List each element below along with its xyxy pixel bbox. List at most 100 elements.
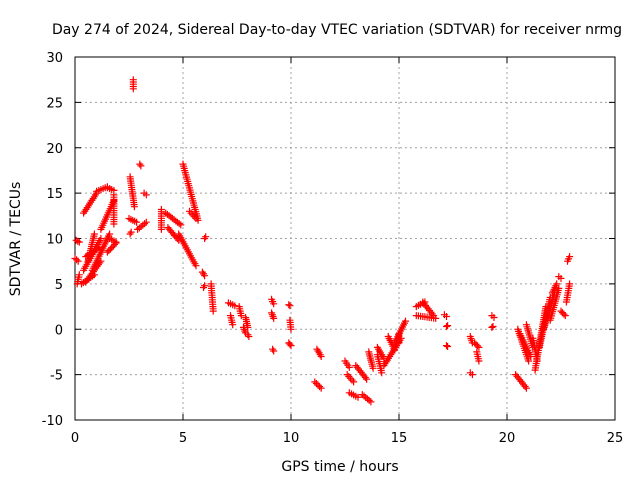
x-tick-label: 10 <box>283 431 300 446</box>
data-point <box>561 312 569 320</box>
data-point <box>557 274 565 282</box>
data-point <box>237 312 245 320</box>
data-point <box>200 270 207 278</box>
y-tick-label: -10 <box>42 414 63 429</box>
y-tick-label: 20 <box>46 142 63 157</box>
data-point <box>566 280 574 288</box>
data-point <box>74 237 82 245</box>
y-tick-label: 10 <box>46 233 63 248</box>
data-point <box>201 282 209 290</box>
data-point <box>286 340 294 348</box>
data-point <box>287 342 295 350</box>
data-point <box>201 272 209 280</box>
data-points <box>71 76 574 406</box>
data-point <box>361 374 369 381</box>
data-point <box>244 323 252 331</box>
data-point <box>90 230 98 238</box>
data-point <box>270 300 278 308</box>
y-tick-label: -5 <box>50 369 63 384</box>
data-point <box>317 384 325 392</box>
data-point <box>142 218 150 226</box>
data-point <box>270 347 278 355</box>
tick-labels: 0 5 10 15 20 25 -10 -5 0 5 10 15 20 25 30 <box>42 51 624 446</box>
data-point <box>489 323 497 330</box>
data-point <box>345 363 353 371</box>
data-point <box>402 317 409 325</box>
y-axis-label: SDTVAR / TECUs <box>8 182 24 297</box>
y-tick-label: 5 <box>55 278 63 293</box>
data-point <box>314 381 322 389</box>
data-point <box>202 233 210 241</box>
data-point <box>133 218 141 226</box>
data-point <box>200 284 207 291</box>
data-point <box>97 235 105 242</box>
data-point <box>369 364 377 372</box>
data-point <box>142 191 150 199</box>
data-point <box>130 203 138 211</box>
data-point <box>560 310 568 318</box>
data-point <box>192 215 200 222</box>
data-point <box>316 383 324 391</box>
data-point <box>74 257 82 265</box>
data-point <box>75 238 83 246</box>
data-point <box>129 85 137 93</box>
x-tick-label: 15 <box>391 431 408 446</box>
data-point <box>110 220 118 228</box>
data-point <box>367 398 375 406</box>
data-point <box>490 314 498 321</box>
y-tick-label: 25 <box>46 96 63 111</box>
data-point <box>443 323 450 330</box>
data-point <box>201 235 209 242</box>
x-tick-label: 25 <box>607 431 624 446</box>
data-point <box>72 236 80 244</box>
data-point <box>177 221 185 229</box>
data-point <box>350 378 358 386</box>
data-point <box>443 342 450 350</box>
data-point <box>378 369 386 377</box>
axis-ticks <box>74 56 616 421</box>
data-point <box>553 280 561 288</box>
data-point <box>268 311 276 319</box>
data-point <box>475 357 483 365</box>
data-point <box>444 322 452 330</box>
data-point <box>75 271 83 279</box>
data-point <box>192 262 200 270</box>
data-point <box>343 371 351 379</box>
data-point <box>270 314 278 322</box>
data-point <box>391 346 399 354</box>
y-tick-label: 0 <box>55 323 63 338</box>
x-axis-label: GPS time / hours <box>281 459 398 475</box>
data-point <box>312 380 320 387</box>
data-point <box>311 378 319 386</box>
data-point <box>444 343 452 350</box>
x-tick-label: 0 <box>71 431 79 446</box>
data-point <box>127 228 135 236</box>
data-point <box>522 384 530 392</box>
data-point <box>364 395 371 403</box>
data-point <box>137 162 145 170</box>
data-point <box>136 160 144 168</box>
data-point <box>348 376 356 384</box>
data-point <box>430 312 438 320</box>
data-point <box>443 313 450 320</box>
chart-title: Day 274 of 2024, Sidereal Day-to-day VTE… <box>52 22 622 38</box>
data-point <box>521 383 529 390</box>
data-point <box>141 220 149 228</box>
data-point <box>286 302 294 310</box>
data-point <box>186 207 193 215</box>
data-point <box>395 330 403 338</box>
data-point <box>428 310 436 318</box>
data-point <box>285 301 293 309</box>
x-tick-label: 20 <box>499 431 516 446</box>
data-point <box>363 375 371 383</box>
data-point <box>317 353 325 360</box>
data-point <box>231 302 239 310</box>
data-point <box>229 321 237 329</box>
data-point <box>209 307 217 315</box>
data-point <box>269 345 277 353</box>
data-point <box>475 343 483 351</box>
data-point <box>112 238 120 246</box>
data-point <box>73 256 81 264</box>
data-point <box>365 396 373 404</box>
